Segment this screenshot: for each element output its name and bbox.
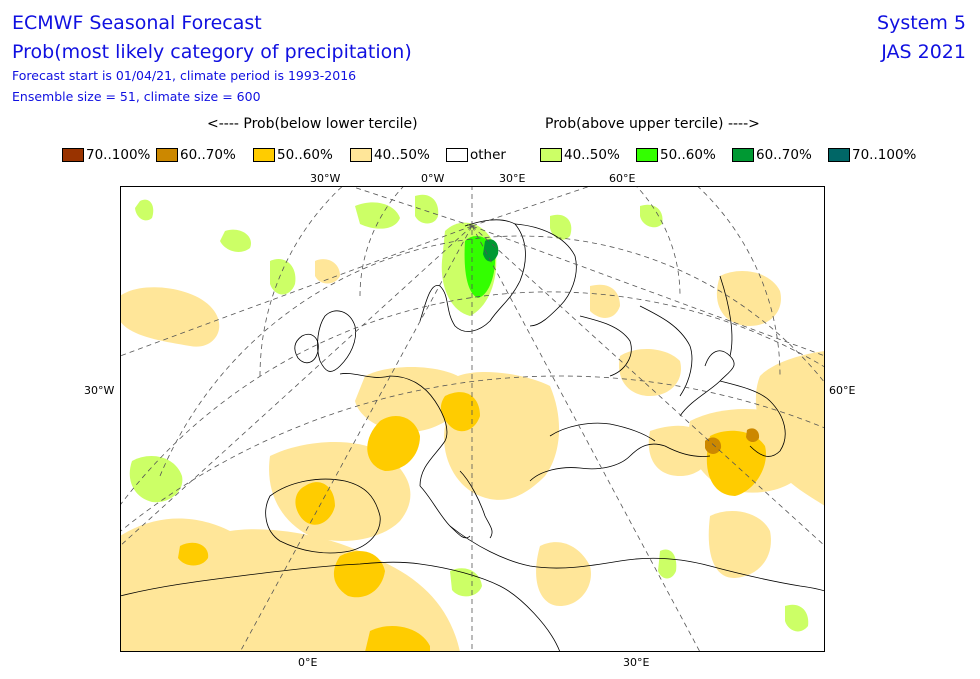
top-tick-label: 30°W [310,172,341,185]
legend-swatch [732,148,754,162]
legend-label: other [470,147,506,163]
legend-above-header: Prob(above upper tercile) ----> [545,116,760,132]
legend-item: 70..100% [62,145,150,165]
legend-label: 60..70% [756,147,812,163]
graticule [120,186,825,652]
legend-swatch [156,148,178,162]
right-tick-label: 60°E [829,384,856,397]
forecast-map [120,186,825,652]
legend-item: 50..60% [253,145,333,165]
legend-item: 40..50% [350,145,430,165]
season-label: JAS 2021 [881,41,966,63]
legend-swatch [636,148,658,162]
bottom-tick-label: 30°E [623,656,650,669]
legend-label: 40..50% [374,147,430,163]
bottom-tick-label: 0°E [298,656,318,669]
below-40-50-regions [120,259,825,652]
left-tick-label: 30°W [84,384,115,397]
coastlines [120,219,825,652]
page-subtitle: Prob(most likely category of precipitati… [12,41,412,63]
legend-item: other [446,145,506,165]
legend-item: 40..50% [540,145,620,165]
legend-item: 70..100% [828,145,916,165]
ensemble-info: Ensemble size = 51, climate size = 600 [12,89,261,104]
legend-label: 60..70% [180,147,236,163]
legend-below-header: <---- Prob(below lower tercile) [207,116,418,132]
legend-swatch [540,148,562,162]
legend-label: 50..60% [660,147,716,163]
legend-swatch [828,148,850,162]
legend-label: 40..50% [564,147,620,163]
top-tick-label: 60°E [609,172,636,185]
above-60-70-regions [483,239,499,262]
legend-label: 70..100% [852,147,917,163]
legend-item: 50..60% [636,145,716,165]
legend-label: 50..60% [277,147,333,163]
page-title: ECMWF Seasonal Forecast [12,12,262,34]
top-tick-label: 0°W [421,172,445,185]
legend-swatch [350,148,372,162]
legend-swatch [253,148,275,162]
legend-item: 60..70% [732,145,812,165]
forecast-info: Forecast start is 01/04/21, climate peri… [12,68,357,83]
legend-swatch [62,148,84,162]
legend: 70..100% 60..70% 50..60% 40..50% other 4… [0,145,980,165]
legend-swatch [446,148,468,162]
top-tick-label: 30°E [499,172,526,185]
system-label: System 5 [877,12,966,34]
legend-item: 60..70% [156,145,236,165]
below-60-70-regions [705,428,760,454]
legend-label: 70..100% [86,147,151,163]
